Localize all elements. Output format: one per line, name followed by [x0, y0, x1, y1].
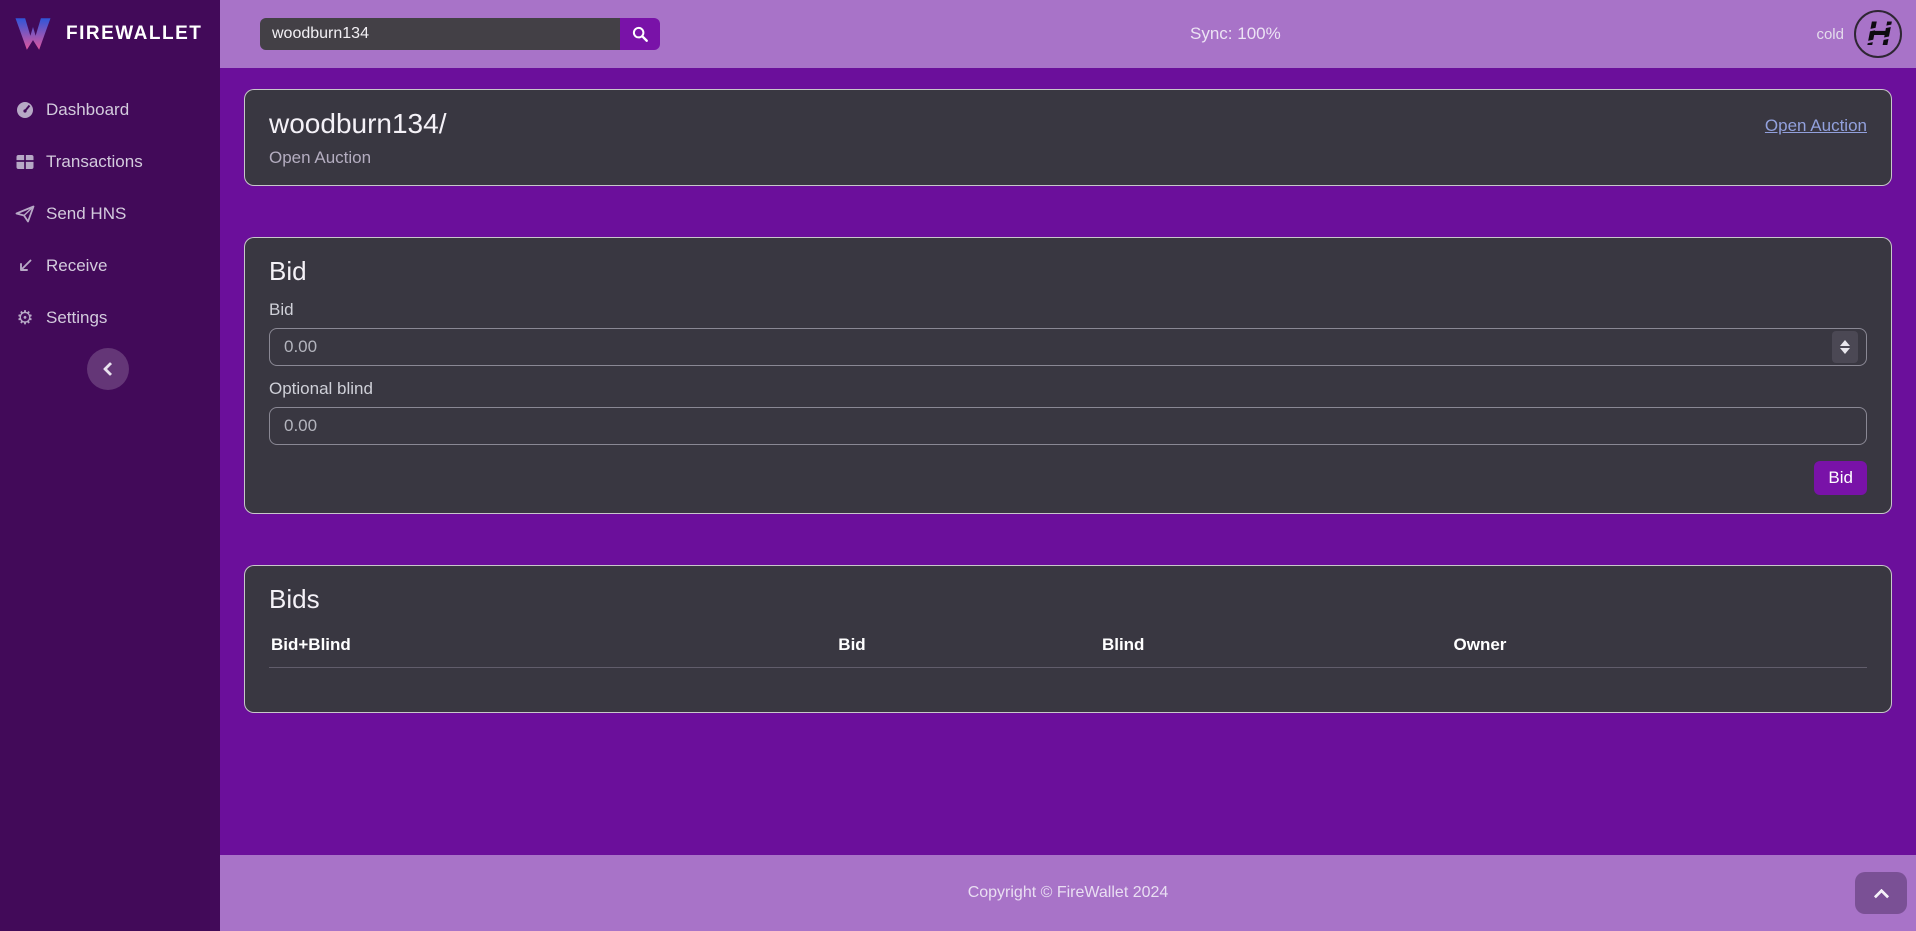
- topbar: Sync: 100% cold H: [220, 0, 1916, 68]
- sidebar-item-dashboard[interactable]: Dashboard: [0, 84, 220, 136]
- search-group: [260, 18, 660, 50]
- column-header-bid: Bid: [836, 629, 1100, 668]
- number-stepper[interactable]: [1832, 331, 1858, 363]
- brand[interactable]: FIREWALLET: [0, 0, 220, 68]
- sidebar-item-label: Transactions: [46, 152, 143, 171]
- sidebar-nav: Dashboard Transactions Send HNS: [0, 68, 220, 344]
- stepper-down-icon[interactable]: [1840, 348, 1850, 354]
- bids-table-header-row: Bid+Blind Bid Blind Owner: [269, 629, 1867, 668]
- receive-icon: [14, 256, 36, 276]
- domain-status: Open Auction: [269, 148, 372, 167]
- dashboard-icon: [14, 100, 36, 120]
- sidebar-item-label: Send HNS: [46, 204, 127, 223]
- sidebar-item-label: Receive: [46, 256, 108, 275]
- chevron-left-icon: [102, 361, 118, 377]
- sidebar: FIREWALLET Dashboard Transactions: [0, 0, 220, 931]
- sidebar-item-settings[interactable]: ⚙ Settings: [0, 292, 220, 344]
- gear-icon: ⚙: [16, 307, 34, 329]
- sync-status: Sync: 100%: [1190, 24, 1281, 43]
- bid-input-wrap: [269, 320, 1867, 366]
- firewallet-logo-icon: [15, 18, 51, 50]
- bids-card: Bids Bid+Blind Bid Blind Owner: [244, 565, 1892, 713]
- sidebar-item-receive[interactable]: Receive: [0, 240, 220, 292]
- blind-amount-input[interactable]: [269, 407, 1867, 445]
- scroll-to-top-button[interactable]: [1855, 872, 1907, 914]
- transactions-icon: [14, 152, 36, 172]
- page-title: woodburn134/: [269, 108, 447, 139]
- chevron-up-icon: [1873, 888, 1889, 904]
- bid-card-title: Bid: [269, 256, 307, 286]
- bid-card: Bid Bid Optional blind Bid: [244, 237, 1892, 514]
- bid-submit-button[interactable]: Bid: [1814, 461, 1867, 495]
- domain-card-text: woodburn134/ Open Auction: [269, 108, 446, 168]
- open-auction-link[interactable]: Open Auction: [1764, 116, 1867, 135]
- bid-button-row: Bid: [269, 461, 1867, 495]
- send-icon: [14, 204, 36, 224]
- search-button[interactable]: [620, 18, 660, 50]
- column-header-owner: Owner: [1451, 629, 1867, 668]
- topbar-right: cold H: [1816, 10, 1902, 58]
- wallet-name: cold: [1816, 25, 1844, 43]
- sidebar-item-label: Settings: [46, 308, 108, 327]
- bids-table-empty-body: [269, 668, 1867, 694]
- bid-amount-input[interactable]: [269, 328, 1867, 366]
- sidebar-item-label: Dashboard: [46, 100, 130, 119]
- blind-field-label: Optional blind: [269, 379, 373, 398]
- stepper-up-icon[interactable]: [1840, 340, 1850, 346]
- sidebar-collapse-button[interactable]: [87, 348, 129, 390]
- main-content: woodburn134/ Open Auction Open Auction B…: [220, 68, 1916, 855]
- bids-table: Bid+Blind Bid Blind Owner: [269, 629, 1867, 694]
- search-input[interactable]: [260, 18, 620, 50]
- search-icon: [632, 26, 648, 42]
- column-header-blind: Blind: [1099, 629, 1452, 668]
- bids-card-title: Bids: [269, 584, 320, 614]
- footer: Copyright © FireWallet 2024: [220, 855, 1916, 931]
- sidebar-item-transactions[interactable]: Transactions: [0, 136, 220, 188]
- copyright-text: Copyright © FireWallet 2024: [967, 884, 1169, 901]
- sidebar-item-send-hns[interactable]: Send HNS: [0, 188, 220, 240]
- handshake-logo-icon[interactable]: H: [1854, 10, 1902, 58]
- svg-text:H: H: [1867, 15, 1893, 53]
- brand-name: FIREWALLET: [66, 23, 203, 44]
- domain-card: woodburn134/ Open Auction Open Auction: [244, 89, 1892, 186]
- column-header-bid-blind: Bid+Blind: [269, 629, 837, 668]
- bid-field-label: Bid: [269, 300, 294, 319]
